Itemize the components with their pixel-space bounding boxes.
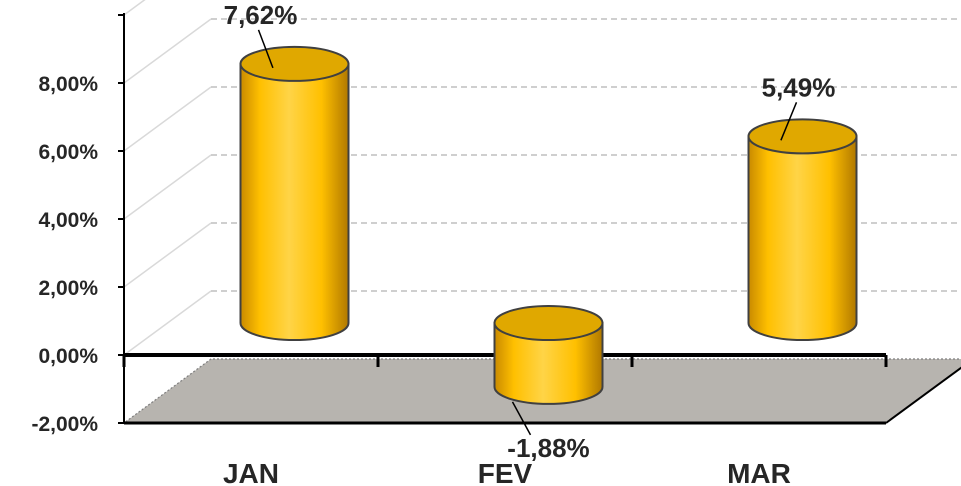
y-tick-label: -2,00%: [31, 413, 98, 436]
y-tick-label: 0,00%: [38, 345, 98, 368]
y-tick-label: 6,00%: [38, 141, 98, 164]
gridline-side: [123, 154, 212, 220]
y-tick-labels: -2,00% 0,00% 2,00% 4,00% 6,00% 8,00%: [31, 73, 98, 436]
bar-body: [239, 62, 350, 341]
leader-line: [780, 102, 798, 141]
gridline-side: [123, 290, 212, 356]
bar-top: [493, 305, 604, 341]
bar-mar: [747, 118, 858, 341]
bar-jan: [239, 45, 350, 341]
data-label: -1,88%: [507, 433, 589, 463]
bar-top: [747, 118, 858, 155]
bar-top: [239, 45, 350, 82]
leader-line: [257, 29, 274, 69]
bars: [239, 45, 858, 405]
y-tick-label: 8,00%: [38, 73, 98, 96]
x-tick-label: MAR: [727, 458, 791, 486]
y-tick-label: 4,00%: [38, 209, 98, 232]
gridline-side: [123, 0, 146, 16]
x-tick-label: FEV: [478, 458, 533, 486]
data-labels: 7,62% -1,88% 5,49%: [224, 0, 836, 463]
leader-line: [511, 401, 532, 436]
bar-body: [747, 135, 858, 341]
data-label: 5,49%: [762, 72, 836, 102]
bar-body: [493, 322, 604, 405]
gridline-side: [123, 86, 212, 152]
floor-side-edge: [885, 366, 961, 424]
x-tick-label: JAN: [223, 458, 279, 486]
gridline-side: [123, 18, 212, 84]
bar-fev: [493, 305, 604, 405]
y-tick-label: 2,00%: [38, 277, 98, 300]
data-label: 7,62%: [224, 0, 298, 30]
x-tick-labels: JAN FEV MAR: [223, 458, 791, 486]
gridline-side: [123, 222, 212, 288]
